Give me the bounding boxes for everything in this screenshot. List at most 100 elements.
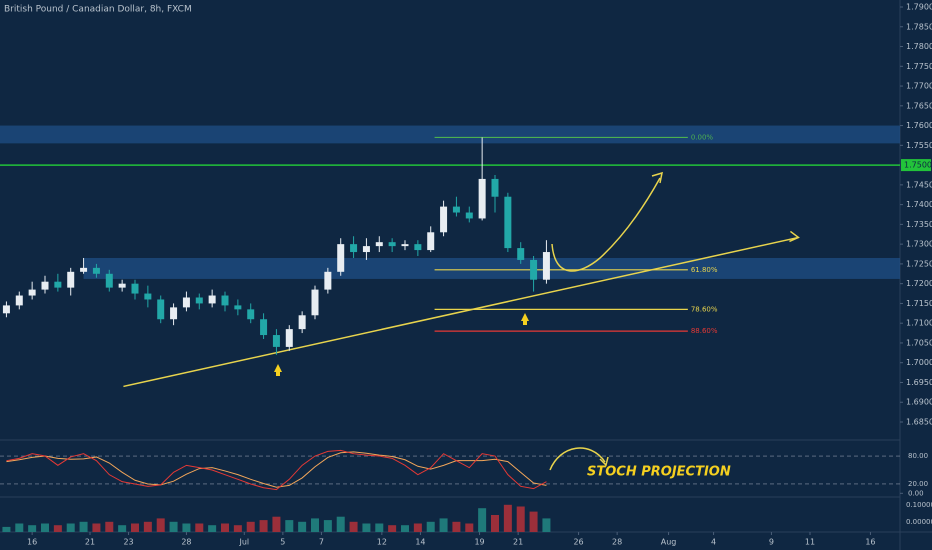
- y-tick-label: 1.72000: [906, 279, 932, 288]
- annotation: STOCH PROJECTION: [587, 465, 731, 480]
- x-tick-label: 9: [769, 538, 774, 547]
- volume-bar: [2, 526, 11, 532]
- volume-bar: [298, 521, 307, 532]
- volume-bar: [41, 523, 49, 532]
- candle-body: [105, 273, 113, 288]
- volume-bar: [208, 525, 217, 532]
- fib-label: 61.80%: [691, 266, 718, 274]
- x-tick-label: 23: [123, 538, 133, 547]
- x-tick-label: 28: [181, 538, 191, 547]
- candle-body: [67, 271, 75, 288]
- volume-bar: [105, 521, 114, 532]
- volume-bar: [221, 523, 229, 532]
- y-tick-label: 20.00: [908, 480, 928, 488]
- stoch-line: [6, 449, 547, 491]
- candle-body: [80, 267, 88, 272]
- x-tick-label: 12: [377, 538, 387, 547]
- volume-bar: [478, 508, 487, 532]
- candle-body: [542, 252, 550, 280]
- volume-bar: [401, 525, 409, 532]
- y-tick-label: 1.76500: [906, 101, 932, 110]
- candle-body: [350, 244, 358, 253]
- volume-bar: [388, 525, 397, 532]
- volume-bar: [66, 523, 75, 532]
- y-tick-label: 1.73500: [906, 220, 932, 229]
- zone: [0, 125, 900, 144]
- candle-body: [170, 307, 178, 320]
- price-label-box: [901, 159, 931, 172]
- y-tick-label: 1.72500: [906, 259, 932, 268]
- y-tick-label: 1.78000: [906, 42, 932, 51]
- y-tick-label: 1.70500: [906, 338, 932, 347]
- candle-body: [41, 281, 49, 290]
- volume-bar: [79, 521, 88, 532]
- candle-body: [182, 297, 190, 308]
- volume-bar: [233, 525, 242, 532]
- candle-body: [144, 293, 152, 300]
- y-tick-label: 1.69500: [906, 378, 932, 387]
- up-arrow: [521, 313, 529, 325]
- y-tick-label: 1.74000: [906, 200, 932, 209]
- candle-body: [517, 248, 525, 260]
- y-tick-label: 1.71500: [906, 299, 932, 308]
- volume-bar: [285, 520, 294, 532]
- volume-bar: [131, 523, 139, 532]
- up-arrow: [274, 364, 282, 376]
- volume-bar: [375, 523, 384, 532]
- volume-bar: [272, 516, 281, 532]
- candle-body: [324, 271, 332, 290]
- volume-bar: [143, 521, 152, 532]
- volume-bar: [529, 511, 538, 532]
- y-tick-label: 0.00000: [906, 518, 932, 526]
- volume-bar: [15, 523, 24, 532]
- candle-body: [285, 329, 293, 347]
- candle-body: [530, 259, 538, 280]
- candle-body: [440, 206, 448, 233]
- volume-bar: [259, 520, 268, 532]
- candle-body: [131, 283, 139, 294]
- y-tick-label: 1.79000: [906, 3, 932, 12]
- projection-curve: [551, 177, 661, 272]
- y-tick-label: 1.68500: [906, 418, 932, 427]
- candle-body: [465, 212, 473, 219]
- y-tick-label: 1.70000: [906, 358, 932, 367]
- x-tick-label: 7: [319, 538, 324, 547]
- trendline: [123, 236, 799, 388]
- volume-bar: [323, 520, 332, 532]
- x-tick-label: 21: [85, 538, 95, 547]
- volume-bar: [491, 515, 499, 532]
- candle-body: [260, 319, 268, 336]
- volume-bar: [311, 518, 319, 532]
- y-tick-label: 1.74500: [906, 180, 932, 189]
- volume-bar: [516, 506, 525, 532]
- candle-body: [337, 244, 345, 272]
- candle-body: [195, 297, 203, 304]
- y-tick-label: 1.69000: [906, 398, 932, 407]
- candle-body: [452, 206, 460, 213]
- price-label: 1.75000: [904, 161, 932, 170]
- candle-body: [15, 295, 23, 306]
- volume-bar: [53, 525, 62, 532]
- candle-body: [221, 295, 229, 306]
- y-tick-label: 1.76000: [906, 121, 932, 130]
- volume-bar: [465, 523, 474, 532]
- stoch-curve: [549, 447, 606, 471]
- trendline-arrow: [789, 230, 800, 243]
- x-tick-label: 16: [865, 538, 875, 547]
- arrow-head: [599, 456, 609, 467]
- y-tick-label: 1.75500: [906, 141, 932, 150]
- candle-body: [54, 281, 62, 288]
- candle-body: [92, 267, 100, 274]
- volume-bar: [92, 523, 101, 532]
- volume-bar: [195, 523, 204, 532]
- y-tick-label: 1.78500: [906, 22, 932, 31]
- candle-body: [362, 246, 370, 253]
- y-tick-label: 1.71000: [906, 319, 932, 328]
- volume-bar: [118, 525, 127, 532]
- volume-bar: [28, 525, 37, 532]
- candle-body: [118, 283, 126, 288]
- candle-body: [247, 309, 255, 320]
- candle-body: [157, 299, 165, 320]
- candle-body: [388, 242, 396, 247]
